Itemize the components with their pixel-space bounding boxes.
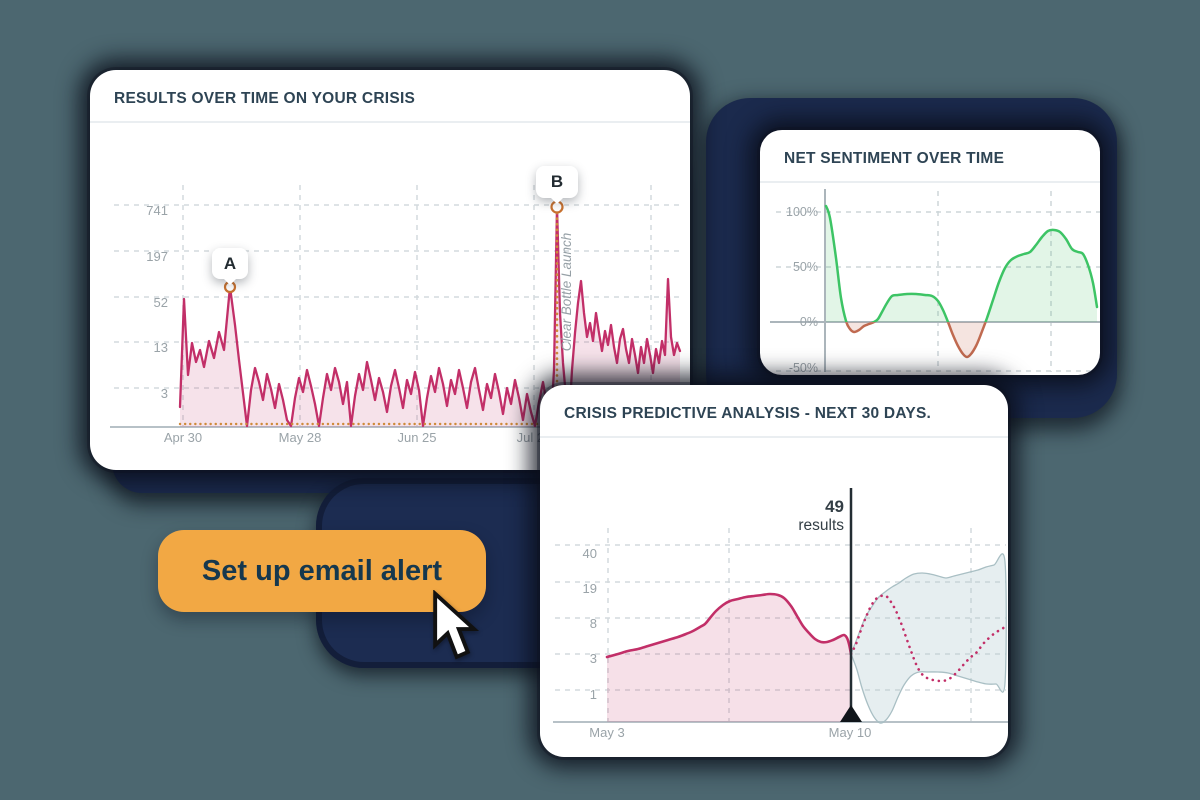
svg-text:3: 3 (161, 386, 168, 401)
divider (90, 121, 690, 123)
svg-text:13: 13 (154, 340, 168, 355)
svg-text:8: 8 (590, 616, 597, 631)
svg-text:May 10: May 10 (829, 725, 872, 740)
svg-text:May 3: May 3 (589, 725, 624, 740)
svg-text:52: 52 (154, 295, 168, 310)
crisis-predictive-card: CRISIS PREDICTIVE ANALYSIS - NEXT 30 DAY… (540, 385, 1008, 757)
results-over-time-chart: Clear Bottle Launch 741 197 52 13 3 Apr 30 May … (110, 185, 685, 445)
svg-text:741: 741 (146, 203, 168, 218)
svg-text:100%: 100% (786, 205, 818, 219)
svg-text:19: 19 (583, 581, 597, 596)
svg-text:40: 40 (583, 546, 597, 561)
svg-text:49: 49 (825, 497, 844, 516)
set-up-email-alert-button[interactable]: Set up email alert (158, 530, 486, 612)
net-sentiment-card-title: NET SENTIMENT OVER TIME (784, 150, 1005, 167)
svg-text:50%: 50% (793, 260, 818, 274)
svg-text:3: 3 (590, 651, 597, 666)
svg-text:Apr 30: Apr 30 (164, 430, 202, 445)
callout-label: A (223, 253, 237, 273)
results-card-title: RESULTS OVER TIME ON YOUR CRISIS (114, 90, 416, 107)
net-sentiment-card: NET SENTIMENT OVER TIME 100% 50% 0% -50% (760, 130, 1100, 375)
mouse-cursor-icon (433, 590, 480, 660)
peak-a-callout: A (212, 248, 248, 279)
svg-text:May 28: May 28 (279, 430, 322, 445)
svg-text:results: results (798, 517, 844, 534)
svg-text:0%: 0% (800, 315, 818, 329)
svg-text:1: 1 (590, 687, 597, 702)
net-sentiment-chart: 100% 50% 0% -50% (770, 189, 1100, 375)
crisis-predictive-card-title: CRISIS PREDICTIVE ANALYSIS - NEXT 30 DAY… (564, 405, 932, 422)
svg-text:-50%: -50% (789, 361, 818, 375)
peak-b-callout: B (536, 166, 578, 198)
svg-text:197: 197 (146, 249, 168, 264)
svg-text:Jun 25: Jun 25 (397, 430, 436, 445)
callout-label: B (550, 172, 564, 191)
divider (760, 181, 1100, 183)
svg-text:Clear Bottle Launch: Clear Bottle Launch (559, 233, 574, 352)
divider (540, 436, 1008, 438)
